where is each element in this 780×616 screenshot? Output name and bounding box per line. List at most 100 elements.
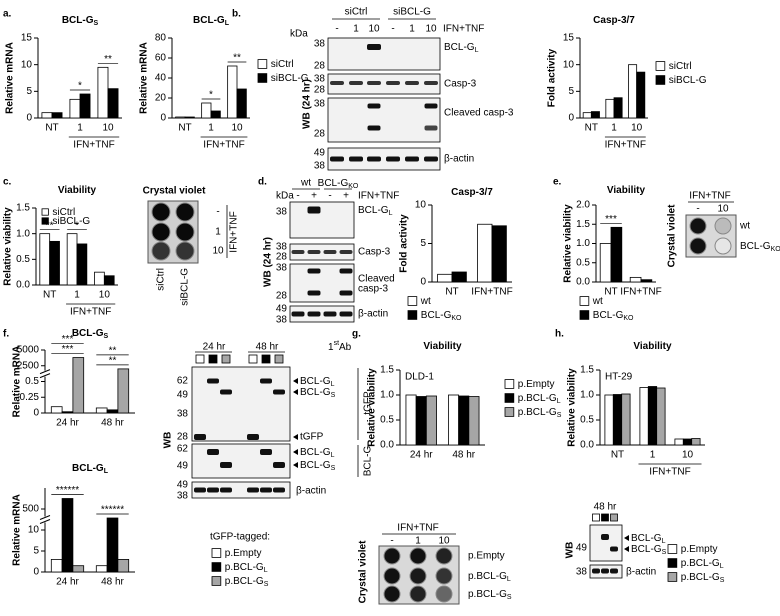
lane-label: - — [391, 24, 394, 35]
axis-break-mark — [39, 515, 51, 520]
x-tick-label: 48 hr — [452, 450, 475, 461]
band-label: BCL-GL — [300, 376, 335, 389]
legend-label-part: KO — [451, 315, 462, 322]
lane-swatch — [601, 513, 609, 522]
chart-title: Viability — [607, 185, 646, 196]
group-label: IFN+TNF — [649, 467, 690, 478]
y-axis-label: Relative viability — [367, 368, 378, 447]
bar — [79, 93, 91, 119]
band-label: casp-3 — [358, 284, 388, 295]
chart-title: Casp-3/7 — [451, 187, 493, 198]
legend-label-part: BCL-G — [421, 310, 452, 321]
legend-swatch — [407, 296, 418, 306]
blot-band — [424, 81, 438, 85]
chart-title-part: Viability — [423, 341, 462, 352]
bar — [210, 110, 221, 119]
kda-marker: 38 — [314, 99, 326, 110]
legend-swatch — [655, 61, 666, 71]
treatment: IFN+TNF — [443, 24, 484, 35]
significance: *** — [62, 334, 74, 345]
blot-band — [601, 534, 609, 540]
x-tick-label: 48 hr — [101, 577, 124, 588]
legend-swatch — [211, 548, 222, 558]
blot-band — [194, 434, 206, 440]
band-label-part: BCL-G — [300, 387, 331, 398]
legend-label-part: wt — [420, 296, 431, 307]
blot-band — [273, 487, 285, 493]
y-tick-label: 60 — [155, 53, 167, 64]
well — [175, 222, 195, 242]
treatment: IFN+TNF — [397, 523, 438, 534]
blot-band — [339, 268, 353, 274]
x-tick-label: 24 hr — [410, 450, 433, 461]
blot-band — [349, 81, 363, 85]
legend-label: BCL-GKO — [421, 310, 462, 323]
row-label: p.BCL-GS — [468, 589, 512, 602]
blot-band — [330, 156, 344, 162]
bar — [51, 112, 63, 119]
kda-marker: 28 — [314, 61, 326, 72]
legend-swatch — [504, 407, 515, 417]
y-tick-label: 2.0 — [576, 200, 590, 211]
legend-label-part: siCtrl — [271, 59, 294, 70]
kda-marker: 62 — [177, 444, 189, 455]
kda-marker: 28 — [276, 252, 288, 263]
band-label: β-actin — [444, 154, 474, 165]
bar — [39, 233, 51, 286]
blot-band — [323, 311, 337, 317]
arrow — [293, 434, 298, 440]
legend-label-part: BCL-G — [593, 310, 624, 321]
x-tick-label: 48 hr — [101, 418, 124, 429]
kda-marker: 38 — [314, 74, 326, 85]
band-label: Cleaved — [358, 274, 395, 285]
blot-band — [194, 487, 206, 493]
band-label: BCL-GS — [300, 387, 336, 400]
chart-title: Viability — [423, 341, 462, 352]
legend-swatch — [667, 572, 678, 582]
y-tick-label: 0.5 — [576, 257, 590, 268]
band-label: BCL-GL — [358, 205, 393, 218]
x-tick-label: 10 — [682, 450, 694, 461]
antibody-label: 1stAb — [328, 340, 352, 352]
y-tick-label: 1.0 — [576, 238, 590, 249]
bar — [49, 240, 60, 286]
antibody-label-part: Ab — [339, 342, 352, 353]
lane-label: + — [343, 191, 349, 202]
kda-marker: 28 — [177, 432, 189, 443]
legend-label: p.BCL-GL — [681, 558, 724, 571]
blot-membrane — [191, 443, 291, 479]
kda-marker: 38 — [314, 161, 326, 172]
bar — [50, 559, 63, 573]
y-axis-label: Fold activity — [547, 48, 558, 107]
panel-label: d. — [258, 177, 267, 188]
bar — [103, 275, 115, 286]
significance: * — [75, 220, 79, 231]
legend-swatch — [579, 296, 590, 306]
panel-label: c. — [3, 177, 12, 188]
blot-band — [260, 487, 272, 493]
blot-membrane — [327, 147, 441, 171]
bar — [599, 243, 612, 283]
legend-label: p.BCL-GS — [518, 407, 562, 420]
chart-title-part: BCL-G — [193, 15, 225, 26]
well — [383, 547, 401, 565]
legend-label-part: siCtrl — [669, 61, 692, 72]
kda-marker: 38 — [276, 263, 288, 274]
y-axis-label: Relative viability — [563, 204, 574, 283]
legend-label-part: p.BCL-G — [681, 558, 720, 569]
band-label-part: L — [331, 452, 335, 459]
y-tick-label: 1.0 — [16, 228, 30, 239]
blot-membrane — [289, 243, 355, 261]
legend-label: wt — [592, 296, 603, 307]
bar — [656, 387, 666, 446]
significance: ** — [104, 54, 112, 65]
row-label-part: S — [507, 594, 512, 601]
legend-label-part: p.Empty — [681, 544, 718, 555]
chart-title-part: BCL-G — [72, 463, 104, 474]
chart-title-part: Viability — [633, 341, 672, 352]
blot-band — [207, 487, 219, 493]
legend-label: p.BCL-GS — [225, 576, 269, 589]
band-label-part: BCL-G — [300, 376, 331, 387]
blot-side: WB — [565, 542, 576, 559]
legend-swatch — [579, 310, 590, 320]
